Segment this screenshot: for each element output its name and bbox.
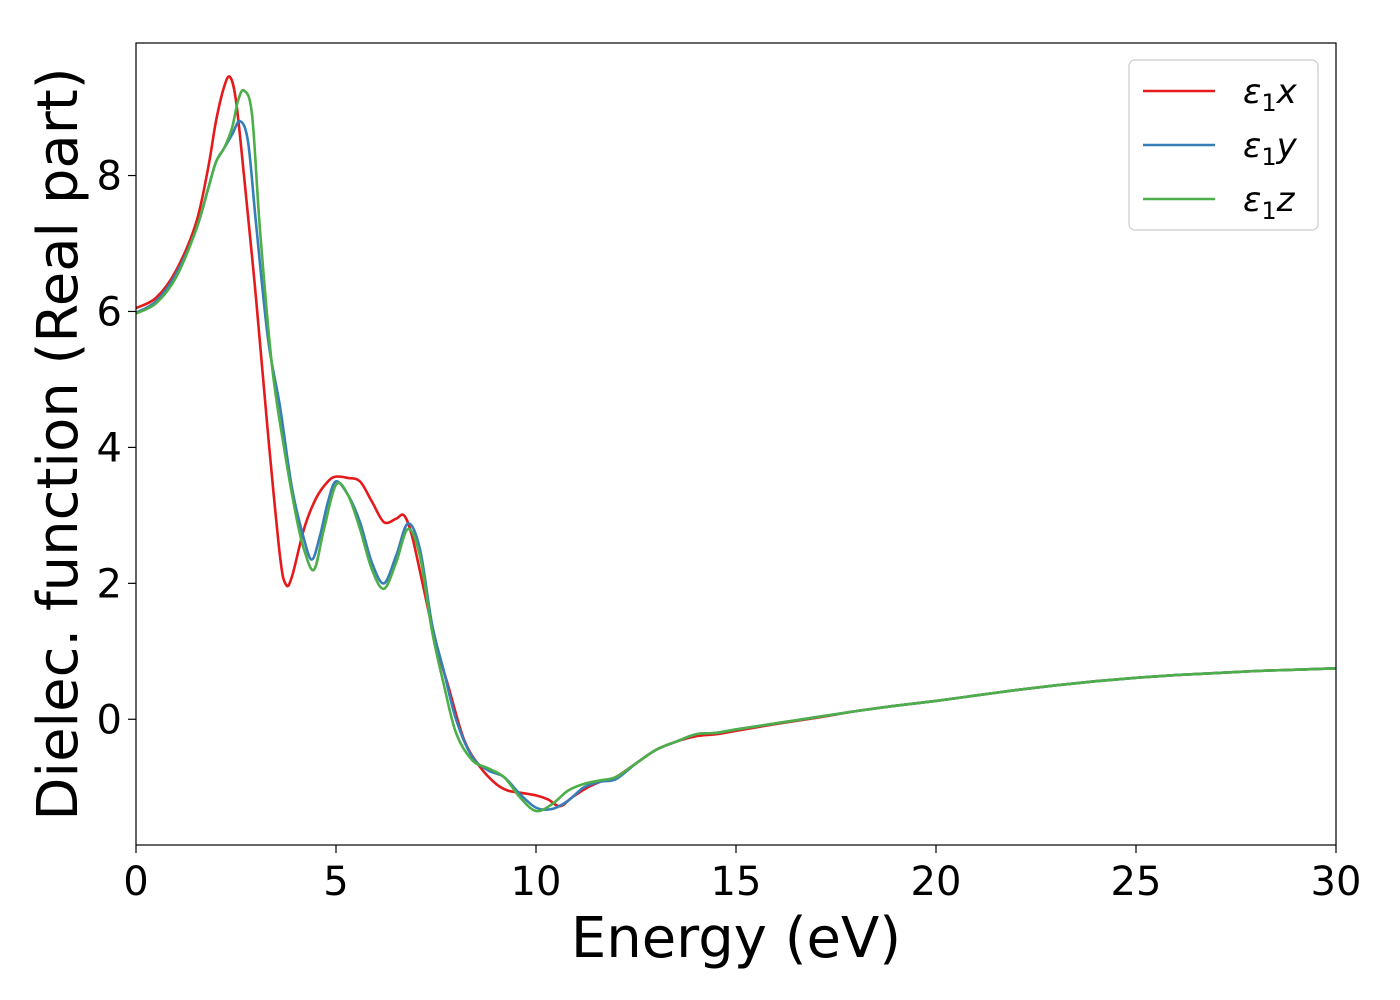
legend-item-y: ε1y bbox=[1143, 126, 1298, 171]
y-tick-label: 2 bbox=[97, 561, 122, 607]
x-tick-label: 20 bbox=[911, 859, 962, 905]
legend-item-z: ε1z bbox=[1143, 180, 1296, 225]
y-axis-label: Dielec. function (Real part) bbox=[26, 67, 91, 820]
x-tick-label: 30 bbox=[1311, 859, 1362, 905]
x-tick-label: 25 bbox=[1111, 859, 1162, 905]
legend-label: ε1x bbox=[1243, 72, 1298, 117]
x-tick-label: 5 bbox=[323, 859, 348, 905]
series-line-z bbox=[136, 88, 1336, 813]
y-tick-label: 4 bbox=[97, 425, 122, 471]
x-tick-label: 15 bbox=[711, 859, 762, 905]
legend-box bbox=[1128, 59, 1319, 231]
x-axis: 0 5 10 15 20 25 30 bbox=[123, 845, 1361, 905]
y-tick-label: 0 bbox=[97, 697, 122, 743]
legend-label: ε1y bbox=[1243, 126, 1298, 171]
y-tick-label: 8 bbox=[97, 154, 122, 200]
x-axis-label: Energy (eV) bbox=[571, 906, 901, 971]
series-layer bbox=[136, 75, 1336, 813]
x-tick-label: 0 bbox=[123, 859, 148, 905]
legend-item-x: ε1x bbox=[1143, 72, 1298, 117]
legend: ε1x ε1y ε1z bbox=[1128, 59, 1319, 231]
y-axis: 0 2 4 6 8 bbox=[97, 154, 136, 743]
y-tick-label: 6 bbox=[97, 289, 122, 335]
legend-label: ε1z bbox=[1243, 180, 1296, 225]
x-tick-label: 10 bbox=[511, 859, 562, 905]
